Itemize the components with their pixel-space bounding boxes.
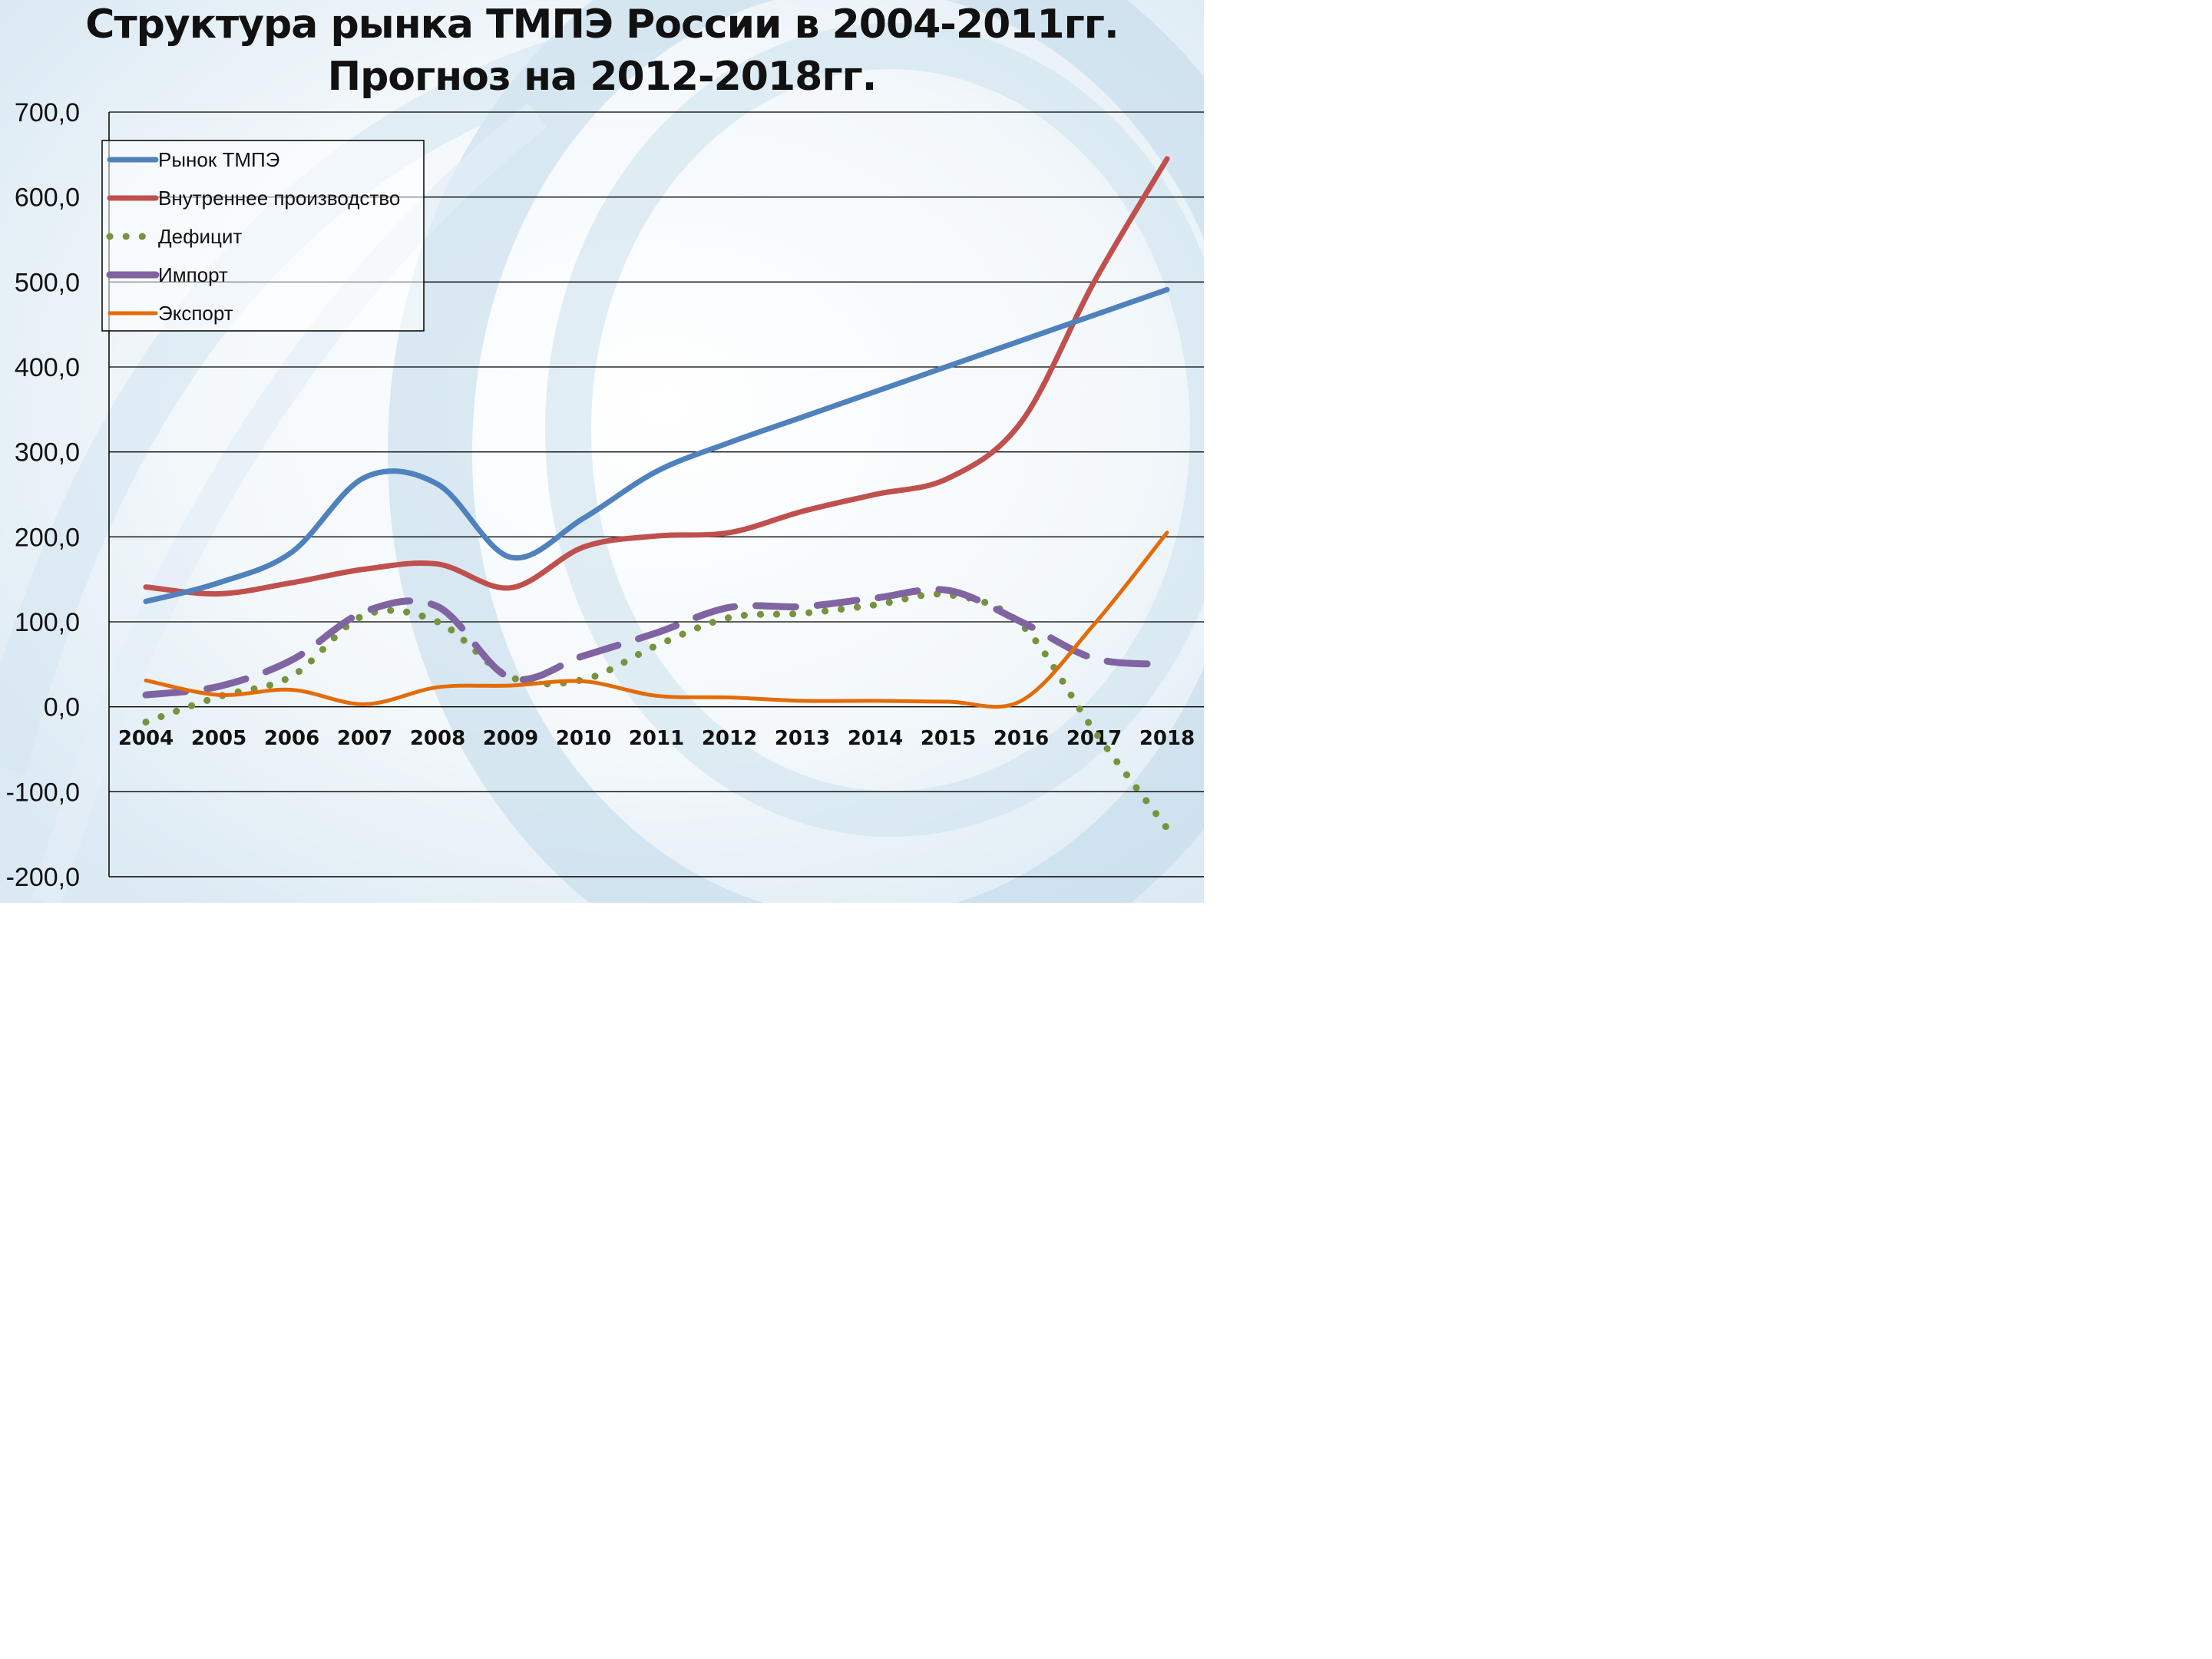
series-line-1	[143, 156, 1170, 597]
background-watermark	[0, 0, 1204, 903]
x-tick-label: 2011	[629, 727, 684, 750]
legend-label: Дефицит	[158, 225, 242, 248]
y-tick-label: 200,0	[15, 523, 80, 552]
x-tick-label: 2005	[191, 727, 246, 750]
line-chart: 700,0 600,0 500,0 400,0 300,0 200,0 100,0 0,0 -1…	[6, 98, 1204, 892]
y-tick-label: -100,0	[6, 778, 80, 807]
y-tick-label: 300,0	[15, 438, 80, 468]
x-tick-label: 2015	[921, 727, 976, 750]
x-tick-label: 2018	[1139, 727, 1195, 750]
legend-label: Импорт	[158, 263, 228, 286]
legend-box	[101, 140, 425, 332]
x-tick-label: 2013	[775, 727, 830, 750]
series-line-3	[142, 586, 1171, 699]
x-tick-label: 2009	[483, 727, 538, 750]
x-tick-label: 2010	[556, 727, 611, 750]
x-tick-label: 2012	[702, 727, 757, 750]
y-tick-label: 100,0	[15, 608, 80, 637]
chart-subtitle: Прогноз на 2012-2018гг.	[327, 54, 878, 100]
y-tick-label: 500,0	[15, 268, 80, 297]
x-tick-label: 2007	[337, 727, 392, 750]
x-axis-tick-labels: 2004 2005 2006 2007 2008 2009 2010 2011 2012 2013…	[118, 727, 1195, 750]
x-tick-label: 2008	[410, 727, 465, 750]
series-lines	[142, 156, 1171, 832]
chart-title: Структура рынка ТМПЭ России в 2004-2011г…	[85, 2, 1119, 48]
x-tick-label: 2017	[1066, 727, 1122, 750]
y-tick-label: 700,0	[15, 98, 80, 127]
y-tick-label: -200,0	[6, 863, 80, 892]
x-tick-label: 2014	[848, 727, 903, 750]
series-line-2	[142, 590, 1171, 832]
series-line-4	[144, 530, 1169, 709]
y-tick-label: 400,0	[15, 353, 80, 382]
legend-label: Внутреннее производство	[158, 187, 400, 210]
legend: Рынок ТМПЭ Внутреннее производство Дефицит…	[101, 140, 425, 332]
y-axis-tick-labels: 700,0 600,0 500,0 400,0 300,0 200,0 100,0 0,0 -1…	[6, 98, 80, 892]
x-tick-label: 2004	[118, 727, 174, 750]
series-line-0	[143, 286, 1170, 604]
legend-label: Экспорт	[158, 302, 233, 325]
y-tick-label: 600,0	[15, 183, 80, 213]
legend-label: Рынок ТМПЭ	[158, 148, 279, 171]
x-tick-label: 2016	[994, 727, 1049, 750]
y-tick-label: 0,0	[44, 693, 80, 722]
x-tick-label: 2006	[264, 727, 319, 750]
